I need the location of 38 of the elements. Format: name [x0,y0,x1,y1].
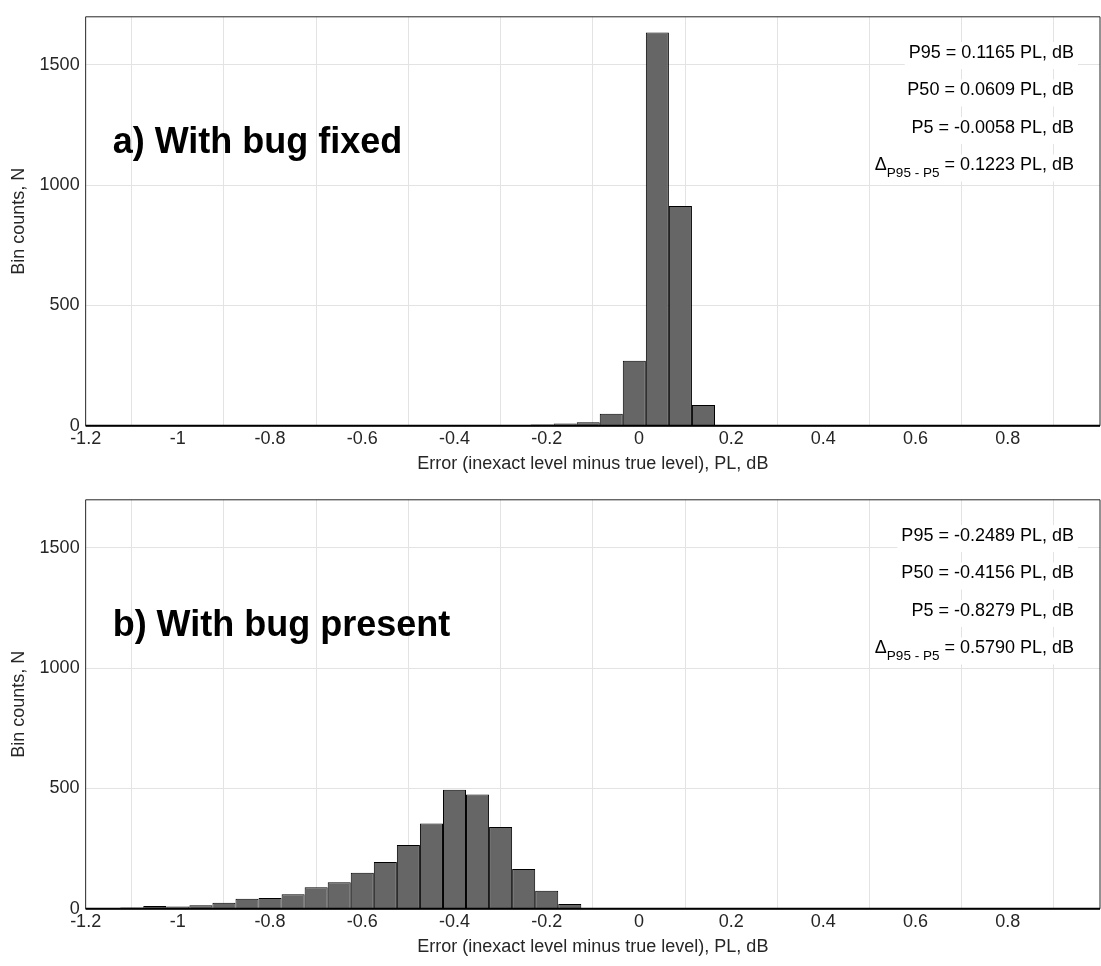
x-tick-label: -0.2 [531,910,563,931]
x-tick-label: 0.6 [903,910,929,931]
annotation: P50 = 0.0609 PL, dB [907,79,1075,100]
x-tick-label: -1 [169,910,186,931]
x-tick-label: 0.8 [995,427,1021,448]
x-tick-label: 0.2 [718,910,744,931]
x-tick-label: -0.8 [254,910,286,931]
annotation: P50 = -0.4156 PL, dB [901,562,1075,583]
text: b) With bug present [112,602,451,644]
y-axis-title: Bin counts, N [7,650,28,758]
annotation: P95 = 0.1165 PL, dB [908,41,1074,62]
x-tick-label: -1 [169,427,186,448]
y-tick-label: 500 [49,777,80,798]
x-tick-label: -0.2 [531,427,563,448]
x-tick-label: -0.4 [438,910,471,931]
x-axis-title: Error (inexact level minus true level), PL, dB [417,453,769,474]
x-tick-label: -0.6 [346,427,378,448]
annotation: P95 = -0.2489 PL, dB [901,524,1075,545]
y-tick-label: 1500 [39,536,80,557]
x-tick-label: 0.4 [810,910,836,931]
x-axis-title: Error (inexact level minus true level), PL, dB [417,936,769,957]
x-tick-label: 0.8 [995,910,1021,931]
x-tick-label: 0.2 [718,427,744,448]
y-tick-label: 1000 [39,657,80,678]
x-tick-label: 0.4 [810,427,836,448]
x-tick-label: -0.6 [346,910,378,931]
annotation: P5 = -0.0058 PL, dB [911,116,1075,137]
x-tick-label: -0.4 [438,427,471,448]
y-axis-title: Bin counts, N [7,167,28,275]
x-tick-label: 0 [633,910,644,931]
x-tick-label: 0 [633,427,644,448]
y-tick-label: 500 [49,294,80,315]
x-tick-label: 0.6 [903,427,929,448]
text: a) With bug fixed [112,119,403,161]
annotation: P5 = -0.8279 PL, dB [911,599,1075,620]
y-tick-label: 1500 [39,53,80,74]
x-tick-label: -0.8 [254,427,286,448]
y-tick-label: 1000 [39,174,80,195]
